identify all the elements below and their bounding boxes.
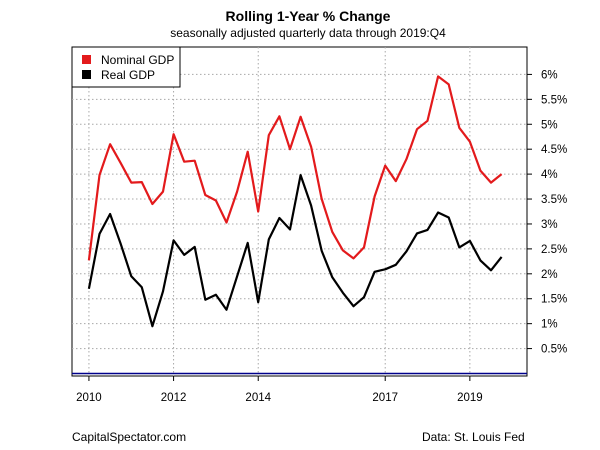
chart-title: Rolling 1-Year % Change xyxy=(226,8,391,24)
x-axis: 2010 2012 2014 2017 2019 xyxy=(76,376,483,404)
y-tick-label: 5.5% xyxy=(541,94,567,106)
x-tick-label: 2019 xyxy=(457,392,483,404)
y-tick-label: 5% xyxy=(541,119,558,131)
y-tick-label: 3.5% xyxy=(541,194,567,206)
x-tick-label: 2014 xyxy=(245,392,271,404)
series-line-nominal-gdp xyxy=(87,75,503,261)
footer-data-source: Data: St. Louis Fed xyxy=(422,430,525,444)
legend-label-nominal: Nominal GDP xyxy=(101,53,174,67)
footer-source-site: CapitalSpectator.com xyxy=(72,430,187,444)
y-tick-label: 3% xyxy=(541,219,558,231)
legend-label-real: Real GDP xyxy=(101,68,155,82)
series-lines xyxy=(87,75,503,328)
y-axis: 0.5% 1% 1.5% 2% 2.5% 3% 3.5% 4% 4.5% 5% 5.5% 6% xyxy=(527,69,567,356)
legend: Nominal GDP Real GDP xyxy=(71,46,181,88)
legend-swatch-real xyxy=(82,70,91,79)
legend-box xyxy=(71,46,181,88)
x-tick-label: 2012 xyxy=(161,392,187,404)
y-tick-label: 1.5% xyxy=(541,294,567,306)
x-tick-label: 2010 xyxy=(76,392,102,404)
y-tick-label: 4% xyxy=(541,169,558,181)
y-tick-label: 0.5% xyxy=(541,344,567,356)
y-tick-label: 1% xyxy=(541,319,558,331)
y-tick-label: 6% xyxy=(541,69,558,81)
legend-swatch-nominal xyxy=(82,55,91,64)
x-tick-label: 2017 xyxy=(372,392,398,404)
chart-subtitle: seasonally adjusted quarterly data throu… xyxy=(170,26,446,40)
y-tick-label: 2% xyxy=(541,269,558,281)
series-line-real-gdp xyxy=(87,174,503,328)
y-tick-label: 4.5% xyxy=(541,144,567,156)
y-tick-label: 2.5% xyxy=(541,244,567,256)
grid xyxy=(72,47,527,376)
plot-frame xyxy=(71,46,528,377)
